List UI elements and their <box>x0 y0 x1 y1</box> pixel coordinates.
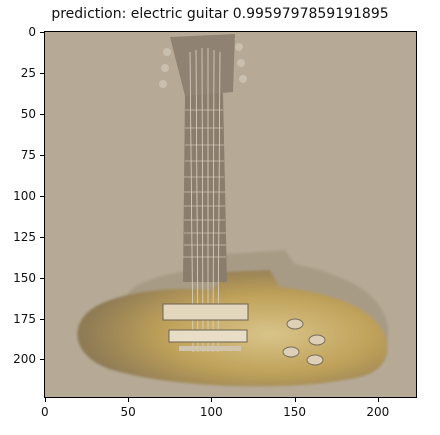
y-tick-mark <box>40 359 44 361</box>
x-tick-label: 0 <box>41 405 49 419</box>
y-tick-mark <box>40 154 44 156</box>
y-tick-mark <box>40 195 44 197</box>
neck-pickup <box>162 303 249 321</box>
y-tick-label: 50 <box>20 106 36 121</box>
y-tick-mark <box>40 113 44 115</box>
plot-title: prediction: electric guitar 0.9959797859… <box>51 6 389 22</box>
y-tick-label: 0 <box>28 24 36 39</box>
y-tick-label: 100 <box>13 188 36 203</box>
bridge <box>179 346 241 351</box>
y-tick-mark <box>40 236 44 238</box>
x-tick-label: 200 <box>366 405 390 419</box>
x-tick-mark <box>294 398 296 402</box>
x-tick-label: 150 <box>283 405 307 419</box>
y-tick-mark <box>40 277 44 279</box>
frets <box>183 109 226 258</box>
x-tick-label: 50 <box>120 405 136 419</box>
y-tick-mark <box>40 31 44 33</box>
guitar-neck <box>183 92 227 282</box>
y-tick-label: 200 <box>13 352 36 367</box>
x-tick-mark <box>377 398 379 402</box>
y-tick-mark <box>40 318 44 320</box>
image-axes <box>44 31 417 398</box>
x-tick-label: 100 <box>199 405 223 419</box>
y-tick-label: 75 <box>20 147 36 162</box>
x-tick-mark <box>44 398 46 402</box>
x-tick-mark <box>211 398 213 402</box>
y-tick-label: 25 <box>20 65 36 80</box>
y-tick-label: 150 <box>13 270 36 285</box>
y-tick-mark <box>40 72 44 74</box>
headstock <box>170 34 235 96</box>
x-tick-mark <box>128 398 130 402</box>
strings <box>189 47 221 353</box>
tuning-pegs <box>159 43 247 88</box>
y-tick-label: 175 <box>13 311 36 326</box>
control-knobs <box>282 318 326 366</box>
guitar-image <box>45 32 416 397</box>
y-tick-label: 125 <box>13 229 36 244</box>
bridge-pickup <box>168 329 248 343</box>
